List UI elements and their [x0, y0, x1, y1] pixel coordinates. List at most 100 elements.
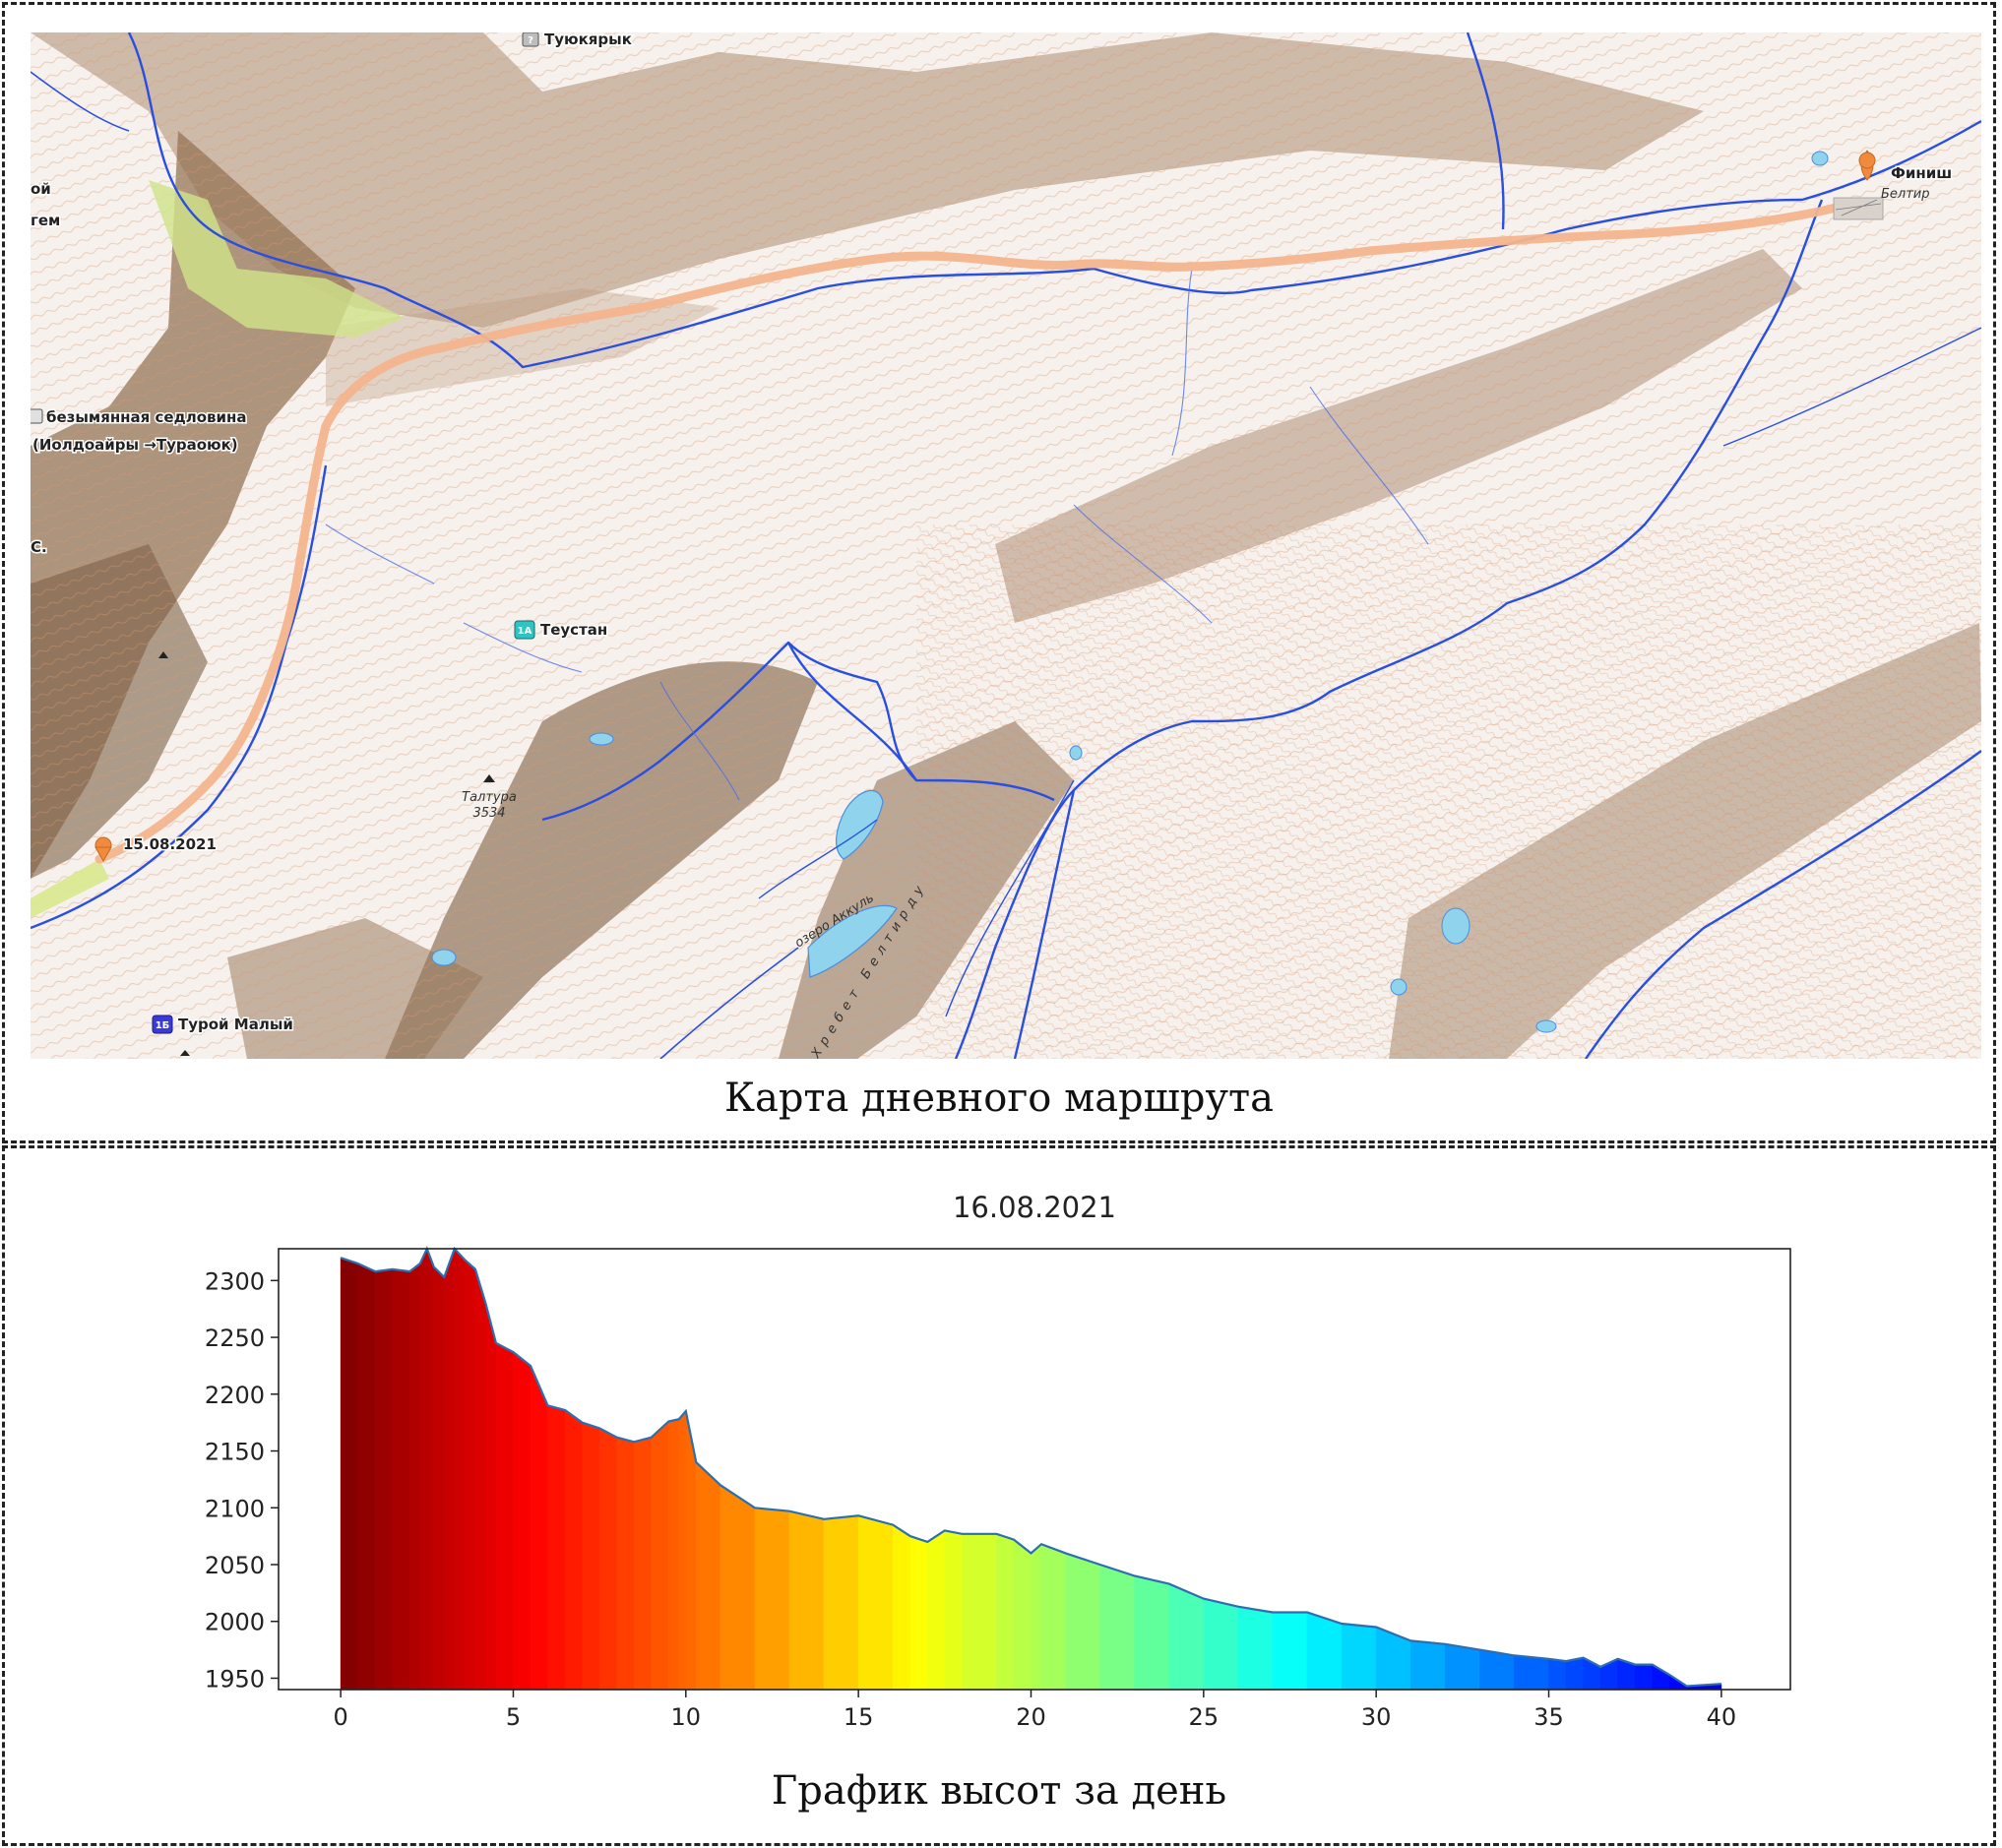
- pasture-area: [149, 180, 405, 338]
- turoy-label: Турой Малый: [178, 1016, 293, 1033]
- elevation-segment: [1168, 1583, 1205, 1691]
- plot-frame: [278, 1248, 1791, 1691]
- y-tick-label: 2250: [205, 1324, 265, 1352]
- elevation-segment: [857, 1514, 894, 1691]
- taltura-elevation: 3534: [472, 806, 505, 821]
- elevation-segment: [474, 1268, 486, 1691]
- elevation-segment: [1652, 1664, 1670, 1691]
- elevation-segment: [1409, 1640, 1446, 1691]
- map-panel: Белтир Финиш 15.08.2021 ? Туюкярык: [2, 2, 1996, 1143]
- elevation-segment: [616, 1437, 635, 1691]
- map-caption: Карта дневного маршрута: [724, 1076, 1274, 1121]
- start-marker[interactable]: [94, 836, 112, 863]
- x-tick-label: 0: [333, 1703, 347, 1731]
- elevation-segment: [754, 1507, 790, 1691]
- elevation-segment: [426, 1248, 435, 1691]
- x-tick-label: 5: [506, 1703, 521, 1731]
- elevation-segment: [1634, 1664, 1654, 1691]
- pass-top-label: Туюкярык: [544, 32, 632, 48]
- y-tick-label: 2200: [205, 1382, 265, 1409]
- elevation-segment: [678, 1410, 687, 1691]
- saddle-label-line1: безымянная седловина: [46, 408, 246, 426]
- finish-label: Финиш: [1891, 164, 1952, 182]
- elevation-segment: [419, 1248, 428, 1691]
- pass-top-badge: ?: [528, 35, 533, 46]
- y-tick-label: 2100: [205, 1495, 265, 1522]
- x-tick-label: 40: [1707, 1703, 1737, 1731]
- elevation-chart: 16.08.2021 0 5 10 15 20 25 30 35 40 1950 2000 2050…: [205, 1191, 1791, 1731]
- elevation-segment: [495, 1342, 514, 1691]
- elevation-segment: [823, 1515, 859, 1691]
- peak-icon-west: [158, 651, 168, 658]
- route-track[interactable]: [94, 199, 1854, 864]
- elevation-segment: [788, 1510, 825, 1691]
- x-tick-label: 20: [1016, 1703, 1046, 1731]
- lakes: [431, 151, 1829, 1033]
- tributaries: [325, 268, 1429, 801]
- pass-top[interactable]: ?: [522, 32, 539, 47]
- teustan-pass[interactable]: 1А: [514, 620, 535, 640]
- elevation-segment: [944, 1529, 963, 1691]
- elevation-segment: [1272, 1612, 1308, 1691]
- finish-town: Белтир: [1833, 187, 1930, 220]
- elevation-segment: [1514, 1655, 1549, 1691]
- elevation-segment: [392, 1268, 410, 1691]
- x-tick-label: 25: [1189, 1703, 1220, 1731]
- elevation-segment: [357, 1263, 376, 1691]
- elevation-segment: [1203, 1598, 1239, 1691]
- elevation-segment: [485, 1303, 497, 1691]
- elevation-segment: [1013, 1538, 1032, 1691]
- elevation-segment: [1565, 1657, 1584, 1691]
- elevation-line: [340, 1246, 1721, 1688]
- elevation-segment: [598, 1427, 617, 1691]
- elevation-fill: [340, 1248, 1722, 1691]
- elevation-segment: [1099, 1564, 1135, 1691]
- map-canvas: Белтир Финиш 15.08.2021 ? Туюкярык: [31, 32, 1981, 1059]
- y-tick-label: 1950: [205, 1665, 265, 1693]
- x-tick-label: 10: [671, 1703, 702, 1731]
- teustan-label: Теустан: [540, 621, 607, 639]
- elevation-segment: [962, 1533, 997, 1691]
- y-tick-label: 2050: [205, 1552, 265, 1579]
- chart-title: 16.08.2021: [953, 1191, 1116, 1224]
- y-axis: 1950 2000 2050 2100 2150 2200 2250 2300: [205, 1267, 279, 1693]
- turoy-badge: 1Б: [156, 1020, 170, 1031]
- elevation-segment: [633, 1437, 653, 1691]
- pasture-area-south: [31, 859, 109, 918]
- elevation-segment: [1445, 1643, 1480, 1691]
- elevation-segment: [433, 1265, 445, 1691]
- elevation-segment: [1306, 1612, 1343, 1691]
- elevation-segment: [892, 1524, 911, 1691]
- saddle-pass[interactable]: [31, 408, 43, 424]
- chart-panel: 16.08.2021 0 5 10 15 20 25 30 35 40 1950 2000 2050…: [2, 1145, 1996, 1846]
- edge-label-1: ой: [31, 180, 51, 198]
- finish-town-label: Белтир: [1881, 187, 1930, 202]
- elevation-segment: [1040, 1543, 1066, 1691]
- elevation-segment: [651, 1420, 669, 1691]
- route-map[interactable]: Белтир Финиш 15.08.2021 ? Туюкярык: [31, 32, 1981, 1059]
- elevation-segment: [1548, 1658, 1567, 1691]
- elevation-segment: [408, 1263, 421, 1691]
- peak-icon-south: [180, 1050, 190, 1056]
- elevation-segment: [340, 1257, 358, 1691]
- chart-caption: График высот за день: [771, 1768, 1227, 1814]
- elevation-segment: [374, 1268, 394, 1691]
- finish-marker[interactable]: [1858, 150, 1876, 181]
- x-tick-label: 30: [1361, 1703, 1392, 1731]
- elevation-segment: [513, 1351, 532, 1691]
- teustan-badge: 1А: [518, 626, 532, 637]
- elevation-segment: [926, 1529, 946, 1691]
- elevation-segment: [719, 1484, 756, 1691]
- elevation-segment: [1134, 1575, 1170, 1691]
- elevation-segment: [1375, 1627, 1411, 1691]
- y-tick-label: 2000: [205, 1609, 265, 1636]
- peak-icon: [483, 774, 495, 782]
- y-tick-label: 2150: [205, 1439, 265, 1466]
- rivers: [31, 32, 1981, 1059]
- edge-label-3: С.: [31, 538, 47, 556]
- elevation-segment: [582, 1422, 600, 1691]
- elevation-segment: [530, 1365, 548, 1691]
- turoy-pass[interactable]: 1Б: [152, 1015, 173, 1034]
- saddle-label-line2: (Иолдоайры →Тураоюк): [32, 436, 238, 454]
- y-tick-label: 2300: [205, 1267, 265, 1295]
